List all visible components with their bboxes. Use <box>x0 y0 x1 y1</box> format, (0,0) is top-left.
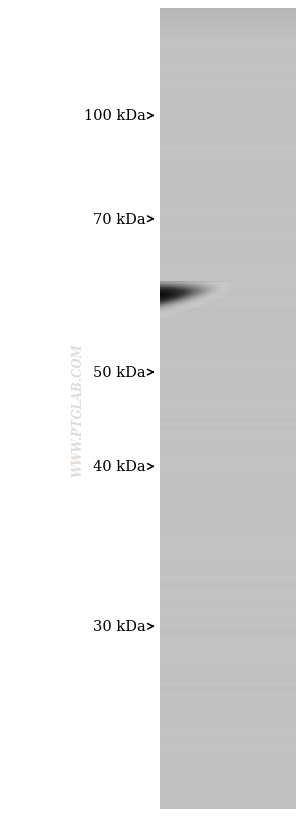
Text: 30 kDa: 30 kDa <box>93 619 146 634</box>
Text: 50 kDa: 50 kDa <box>93 365 146 380</box>
Text: WWW.PTGLAB.COM: WWW.PTGLAB.COM <box>71 343 85 476</box>
Text: 40 kDa: 40 kDa <box>93 459 146 474</box>
Text: 100 kDa: 100 kDa <box>84 109 146 124</box>
Text: 70 kDa: 70 kDa <box>93 212 146 227</box>
